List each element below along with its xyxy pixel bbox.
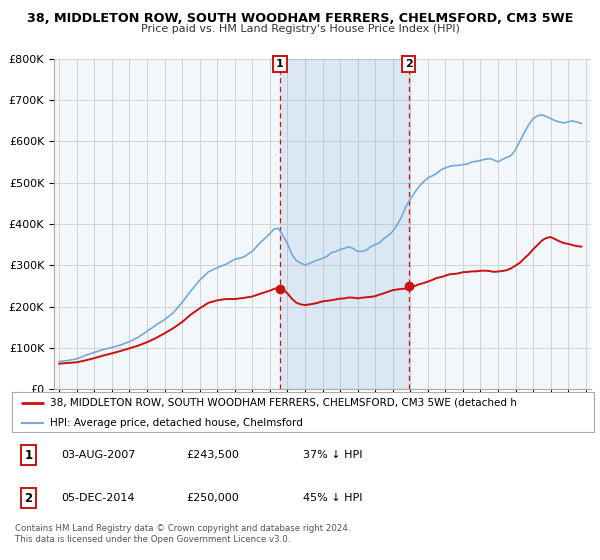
Text: 2: 2	[24, 492, 32, 505]
Text: 38, MIDDLETON ROW, SOUTH WOODHAM FERRERS, CHELMSFORD, CM3 5WE (detached h: 38, MIDDLETON ROW, SOUTH WOODHAM FERRERS…	[50, 398, 517, 408]
Text: Price paid vs. HM Land Registry's House Price Index (HPI): Price paid vs. HM Land Registry's House …	[140, 24, 460, 34]
Bar	[280, 59, 409, 389]
Text: 1: 1	[276, 59, 284, 69]
Text: 38, MIDDLETON ROW, SOUTH WOODHAM FERRERS, CHELMSFORD, CM3 5WE: 38, MIDDLETON ROW, SOUTH WOODHAM FERRERS…	[27, 12, 573, 25]
Text: £250,000: £250,000	[187, 493, 239, 503]
Text: This data is licensed under the Open Government Licence v3.0.: This data is licensed under the Open Gov…	[15, 535, 290, 544]
Text: 03-AUG-2007: 03-AUG-2007	[61, 450, 136, 460]
Text: 1: 1	[24, 449, 32, 461]
Text: £243,500: £243,500	[187, 450, 239, 460]
Text: Contains HM Land Registry data © Crown copyright and database right 2024.: Contains HM Land Registry data © Crown c…	[15, 524, 350, 533]
Text: 2: 2	[405, 59, 413, 69]
Text: 05-DEC-2014: 05-DEC-2014	[61, 493, 135, 503]
Text: 45% ↓ HPI: 45% ↓ HPI	[303, 493, 362, 503]
Text: 37% ↓ HPI: 37% ↓ HPI	[303, 450, 362, 460]
Text: HPI: Average price, detached house, Chelmsford: HPI: Average price, detached house, Chel…	[50, 418, 303, 428]
